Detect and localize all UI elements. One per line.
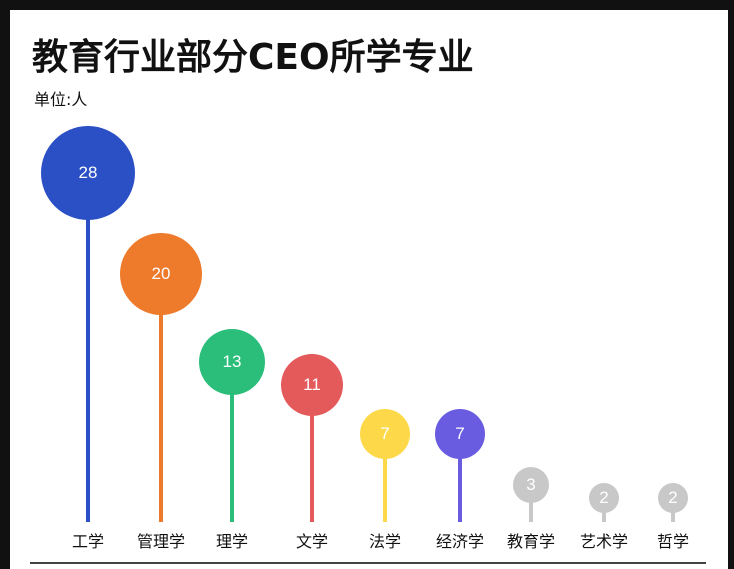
value-bubble: 20 — [120, 233, 202, 315]
lollipop-stem — [458, 434, 462, 522]
value-bubble: 2 — [589, 483, 619, 513]
lollipop-stem — [529, 485, 533, 522]
value-bubble: 13 — [199, 329, 265, 395]
category-label: 管理学 — [136, 532, 186, 551]
category-label: 文学 — [295, 532, 329, 551]
category-label: 理学 — [215, 532, 249, 551]
chart-card: 教育行业部分CEO所学专业 单位:人 28 工学 20 管理学 13 理学 11 文学 7 法学 7… — [10, 10, 728, 569]
lollipop-stem — [310, 385, 314, 522]
category-label: 哲学 — [656, 532, 690, 551]
category-label: 教育学 — [506, 532, 556, 551]
value-bubble: 3 — [513, 467, 549, 503]
value-bubble: 11 — [281, 354, 343, 416]
category-label: 经济学 — [435, 532, 485, 551]
category-label: 艺术学 — [579, 532, 629, 551]
value-bubble: 7 — [435, 409, 485, 459]
lollipop-stem — [230, 362, 234, 522]
unit-label: 单位:人 — [34, 90, 88, 109]
category-label: 工学 — [71, 532, 105, 551]
category-label: 法学 — [368, 532, 402, 551]
lollipop-stem — [86, 173, 90, 522]
value-bubble: 7 — [360, 409, 410, 459]
lollipop-stem — [383, 434, 387, 522]
lollipop-stem — [159, 274, 163, 522]
value-bubble: 28 — [41, 126, 135, 220]
chart-title: 教育行业部分CEO所学专业 — [32, 37, 474, 78]
value-bubble: 2 — [658, 483, 688, 513]
baseline-axis — [30, 562, 706, 564]
